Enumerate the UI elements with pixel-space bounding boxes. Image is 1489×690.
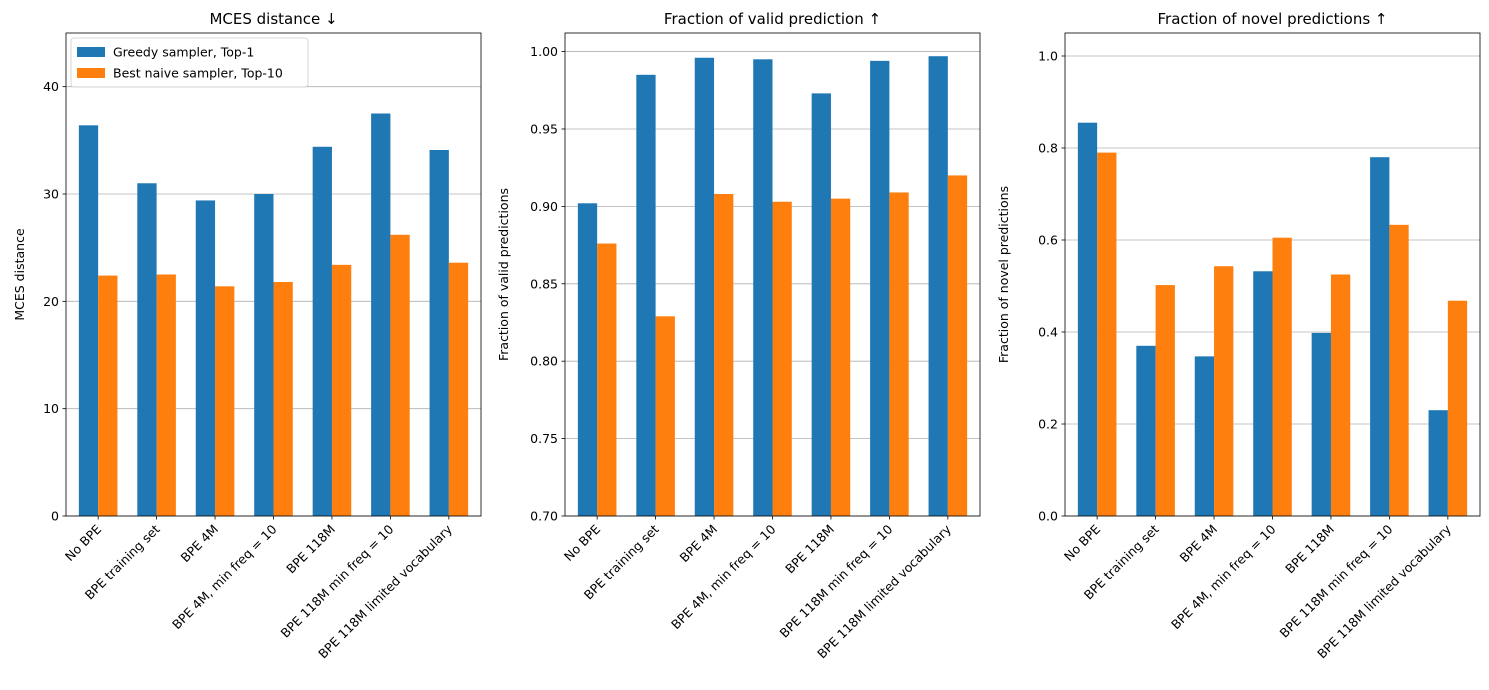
bar-greedy-2 — [137, 183, 157, 516]
y-tick-label: 0.6 — [1038, 233, 1058, 248]
bar-naive-6 — [390, 234, 410, 516]
y-tick-label: 0.4 — [1038, 325, 1058, 340]
y-tick-label: 0.8 — [1038, 141, 1058, 156]
y-tick-label: 0.95 — [530, 121, 558, 136]
y-tick-label: 0.70 — [530, 509, 558, 524]
bar-naive-7 — [1447, 300, 1468, 516]
x-tick-label: BPE 4M, min freq = 10 — [169, 521, 280, 632]
x-tick-label: BPE 4M — [1177, 522, 1221, 566]
y-tick-label: 0.90 — [530, 199, 558, 214]
x-tick-label: BPE 118M min freq = 10 — [277, 521, 396, 640]
y-tick-label: 20 — [43, 294, 59, 309]
y-tick-label: 0.75 — [530, 431, 558, 446]
bar-greedy-7 — [928, 56, 948, 516]
y-axis-label: MCES distance — [12, 228, 27, 321]
x-tick-label: BPE 118M — [782, 522, 837, 577]
bar-greedy-6 — [371, 113, 391, 516]
legend-label-naive: Best naive sampler, Top-10 — [113, 66, 283, 81]
y-tick-label: 0.85 — [530, 276, 558, 291]
bar-naive-3 — [714, 194, 734, 516]
x-tick-label: BPE 4M — [178, 522, 222, 566]
chart-title: MCES distance ↓ — [209, 10, 337, 28]
x-tick-label: BPE 4M — [677, 522, 721, 566]
x-tick-label: BPE 118M — [283, 522, 338, 577]
bar-greedy-7 — [429, 149, 449, 516]
bar-greedy-5 — [312, 146, 332, 517]
bar-greedy-4 — [753, 59, 773, 516]
legend-swatch-greedy — [77, 47, 105, 57]
bar-greedy-7 — [1428, 410, 1448, 516]
y-axis-label: Fraction of novel predictions — [996, 186, 1011, 363]
bar-naive-1 — [98, 275, 118, 516]
bar-greedy-3 — [694, 57, 715, 517]
bar-naive-3 — [1214, 266, 1234, 516]
bar-naive-1 — [597, 243, 617, 517]
bar-naive-5 — [331, 264, 352, 516]
chart-title: Fraction of valid prediction ↑ — [664, 10, 881, 28]
bar-greedy-5 — [811, 93, 831, 516]
y-tick-label: 0.2 — [1038, 417, 1058, 432]
y-tick-label: 0.0 — [1038, 509, 1058, 524]
bar-naive-1 — [1097, 152, 1117, 516]
x-tick-label: BPE 4M, min freq = 10 — [1168, 521, 1279, 632]
y-axis-label: Fraction of valid predictions — [496, 188, 511, 361]
bar-greedy-6 — [1370, 157, 1390, 516]
x-tick-label: BPE 118M min freq = 10 — [1276, 521, 1395, 640]
bar-naive-4 — [772, 201, 792, 516]
y-tick-label: 30 — [43, 187, 59, 202]
legend-swatch-naive — [77, 68, 105, 78]
legend-box — [70, 37, 309, 88]
bar-greedy-6 — [870, 60, 890, 516]
legend-label-greedy: Greedy sampler, Top-1 — [113, 45, 254, 60]
bar-naive-4 — [1272, 237, 1292, 516]
bar-naive-6 — [1389, 224, 1409, 516]
bar-greedy-4 — [254, 194, 274, 516]
y-tick-label: 0 — [51, 509, 59, 524]
bar-greedy-1 — [1077, 122, 1098, 516]
x-tick-label: BPE 118M min freq = 10 — [776, 521, 895, 640]
bar-naive-7 — [448, 262, 469, 516]
bar-greedy-2 — [1136, 345, 1156, 516]
x-tick-label: No BPE — [1061, 521, 1103, 563]
bar-naive-5 — [1330, 274, 1351, 516]
bar-greedy-1 — [577, 203, 598, 517]
chart-title: Fraction of novel predictions ↑ — [1157, 10, 1387, 28]
y-tick-label: 0.80 — [530, 354, 558, 369]
bar-greedy-3 — [1194, 356, 1215, 516]
y-tick-label: 40 — [43, 79, 59, 94]
y-tick-label: 1.0 — [1038, 49, 1058, 64]
bar-greedy-5 — [1311, 332, 1331, 516]
bar-greedy-3 — [195, 200, 216, 516]
bar-naive-4 — [273, 282, 293, 516]
x-tick-label: BPE 118M — [1282, 522, 1337, 577]
legend: Greedy sampler, Top-1 Best naive sampler,… — [70, 37, 309, 88]
bar-naive-3 — [215, 286, 235, 516]
y-tick-label: 1.00 — [530, 44, 558, 59]
bar-naive-2 — [655, 316, 675, 516]
bar-naive-5 — [830, 198, 851, 516]
x-tick-label: No BPE — [62, 521, 104, 563]
bar-naive-2 — [156, 274, 176, 516]
bar-naive-7 — [947, 175, 968, 516]
y-tick-label: 10 — [43, 401, 59, 416]
bar-greedy-1 — [78, 125, 99, 516]
x-tick-label: BPE 4M, min freq = 10 — [668, 521, 779, 632]
bar-greedy-4 — [1253, 271, 1273, 516]
bar-greedy-2 — [636, 74, 656, 516]
bar-naive-2 — [1155, 285, 1175, 516]
bar-naive-6 — [889, 192, 909, 517]
x-tick-label: No BPE — [561, 521, 603, 563]
